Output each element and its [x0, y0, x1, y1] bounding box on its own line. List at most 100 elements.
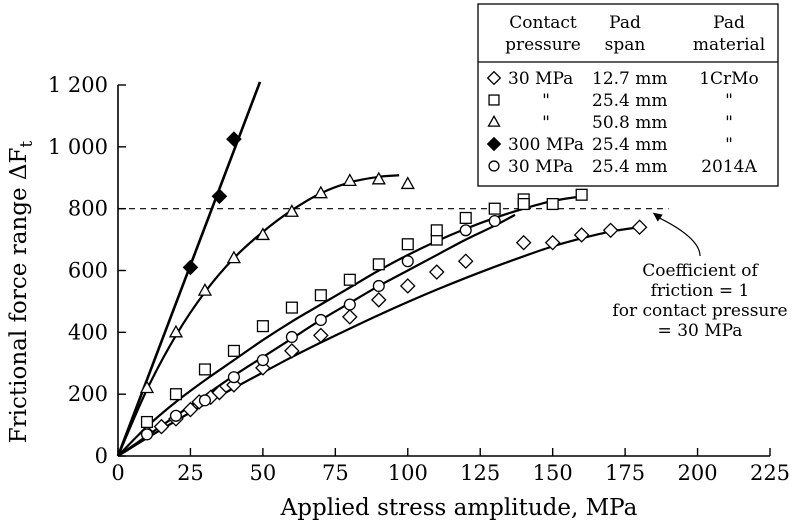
legend-marker-circle-open	[488, 160, 500, 172]
point-circle-open	[285, 330, 298, 344]
legend-header: Pad	[609, 13, 641, 33]
point-triangle-open	[168, 324, 184, 338]
point-square-open	[227, 344, 240, 357]
point-circle-open	[401, 255, 414, 268]
legend-marker-triangle-open	[487, 114, 501, 127]
point-square-open	[488, 202, 501, 215]
legend-material: 2014A	[701, 157, 757, 177]
legend-pressure: 30 MPa	[508, 69, 573, 89]
y-tick-label: 800	[68, 197, 108, 221]
point-diamond-filled	[226, 131, 242, 147]
point-diamond-open	[573, 227, 590, 243]
tick-labels: 0 25 50 75 100 125 150 175 200 225 0 200 400 600 800 1 …	[48, 73, 790, 485]
y-tick-label: 1 000	[48, 135, 108, 159]
annotation-leader	[656, 216, 701, 257]
point-diamond-open	[544, 234, 561, 251]
point-circle-open	[256, 354, 269, 367]
legend-span: 25.4 mm	[592, 135, 668, 155]
legend-pressure: 300 MPa	[508, 135, 584, 155]
point-diamond-open	[515, 234, 532, 251]
point-circle-open	[488, 214, 501, 228]
annotation-arrowhead	[652, 212, 663, 222]
legend-header: material	[693, 35, 765, 55]
legend-marker-diamond-open	[486, 70, 502, 86]
annotation-line: = 30 MPa	[658, 321, 743, 341]
legend-marker-diamond-filled	[486, 136, 502, 152]
y-axis-title-group: Frictional force range ΔFt	[6, 141, 37, 444]
legend-header: span	[605, 35, 646, 55]
y-tick-label: 200	[68, 382, 108, 406]
point-triangle-open	[400, 176, 415, 190]
point-diamond-open	[457, 253, 474, 270]
y-axis-title-main: Frictional force range ΔF	[6, 148, 32, 444]
x-axis-title: Applied stress amplitude, MPa	[280, 495, 638, 521]
point-diamond-open	[631, 219, 648, 236]
y-tick-label: 400	[68, 320, 108, 344]
point-triangle-open	[255, 227, 270, 241]
data-points	[139, 131, 648, 441]
point-square-open	[314, 289, 327, 302]
point-diamond-open	[182, 401, 199, 418]
point-circle-open	[343, 298, 356, 311]
x-tick-label: 225	[750, 461, 790, 485]
point-circle-open	[169, 409, 183, 422]
x-tick-label: 75	[322, 461, 349, 485]
point-diamond-open	[153, 418, 170, 435]
y-tick-label: 600	[68, 259, 108, 283]
x-tick-label: 100	[388, 461, 428, 485]
point-square-open	[140, 415, 154, 429]
y-axis-title-subscript: t	[17, 141, 37, 148]
point-diamond-open	[255, 360, 271, 376]
axes	[117, 84, 771, 457]
point-circle-open	[314, 313, 327, 327]
legend-pressure: "	[542, 91, 550, 111]
legend-header: pressure	[505, 35, 581, 55]
point-diamond-open	[342, 309, 358, 325]
point-triangle-open	[139, 380, 155, 394]
point-circle-open	[227, 371, 240, 384]
x-tick-label: 125	[460, 461, 500, 485]
point-square-open	[198, 363, 211, 376]
point-diamond-open	[602, 222, 619, 239]
x-tick-label: 0	[111, 461, 124, 485]
point-triangle-open	[342, 173, 357, 186]
point-diamond-open	[428, 264, 445, 280]
point-square-open	[459, 211, 472, 224]
y-tick-label: 1 200	[48, 73, 108, 97]
point-circle-open	[459, 224, 472, 237]
legend-span: 25.4 mm	[592, 91, 668, 111]
point-diamond-filled	[211, 188, 228, 205]
point-triangle-open	[313, 185, 328, 199]
legend-span: 12.7 mm	[592, 69, 668, 89]
point-square-open	[575, 188, 588, 201]
legend-header: Contact	[509, 13, 577, 33]
legend-span: 50.8 mm	[592, 113, 668, 133]
point-triangle-open	[284, 204, 299, 217]
x-tick-label: 25	[177, 461, 204, 485]
legend-pressure: 30 MPa	[508, 157, 573, 177]
legend-material: 1CrMo	[699, 69, 759, 89]
fit-curve-square-open	[117, 195, 582, 457]
point-circle-open	[372, 279, 385, 293]
annotation-line: for contact pressure	[612, 301, 787, 321]
point-circle-open	[140, 428, 154, 441]
point-square-open	[372, 258, 385, 271]
point-diamond-filled	[182, 259, 199, 276]
point-diamond-open	[399, 278, 416, 294]
point-square-open	[517, 197, 530, 211]
legend-header: Pad	[713, 13, 745, 33]
point-diamond-open	[313, 327, 329, 344]
point-diamond-open	[284, 343, 300, 359]
annotation-line: friction = 1	[651, 281, 750, 301]
point-diamond-open	[370, 292, 387, 308]
point-triangle-open	[226, 250, 242, 264]
x-tick-label: 50	[250, 461, 277, 485]
point-square-open	[430, 224, 443, 237]
y-axis-title: Frictional force range ΔFt	[6, 141, 37, 444]
point-circle-open	[198, 394, 211, 407]
annotation-line: Coefficient of	[642, 261, 759, 281]
x-tick-label: 150	[533, 461, 573, 485]
